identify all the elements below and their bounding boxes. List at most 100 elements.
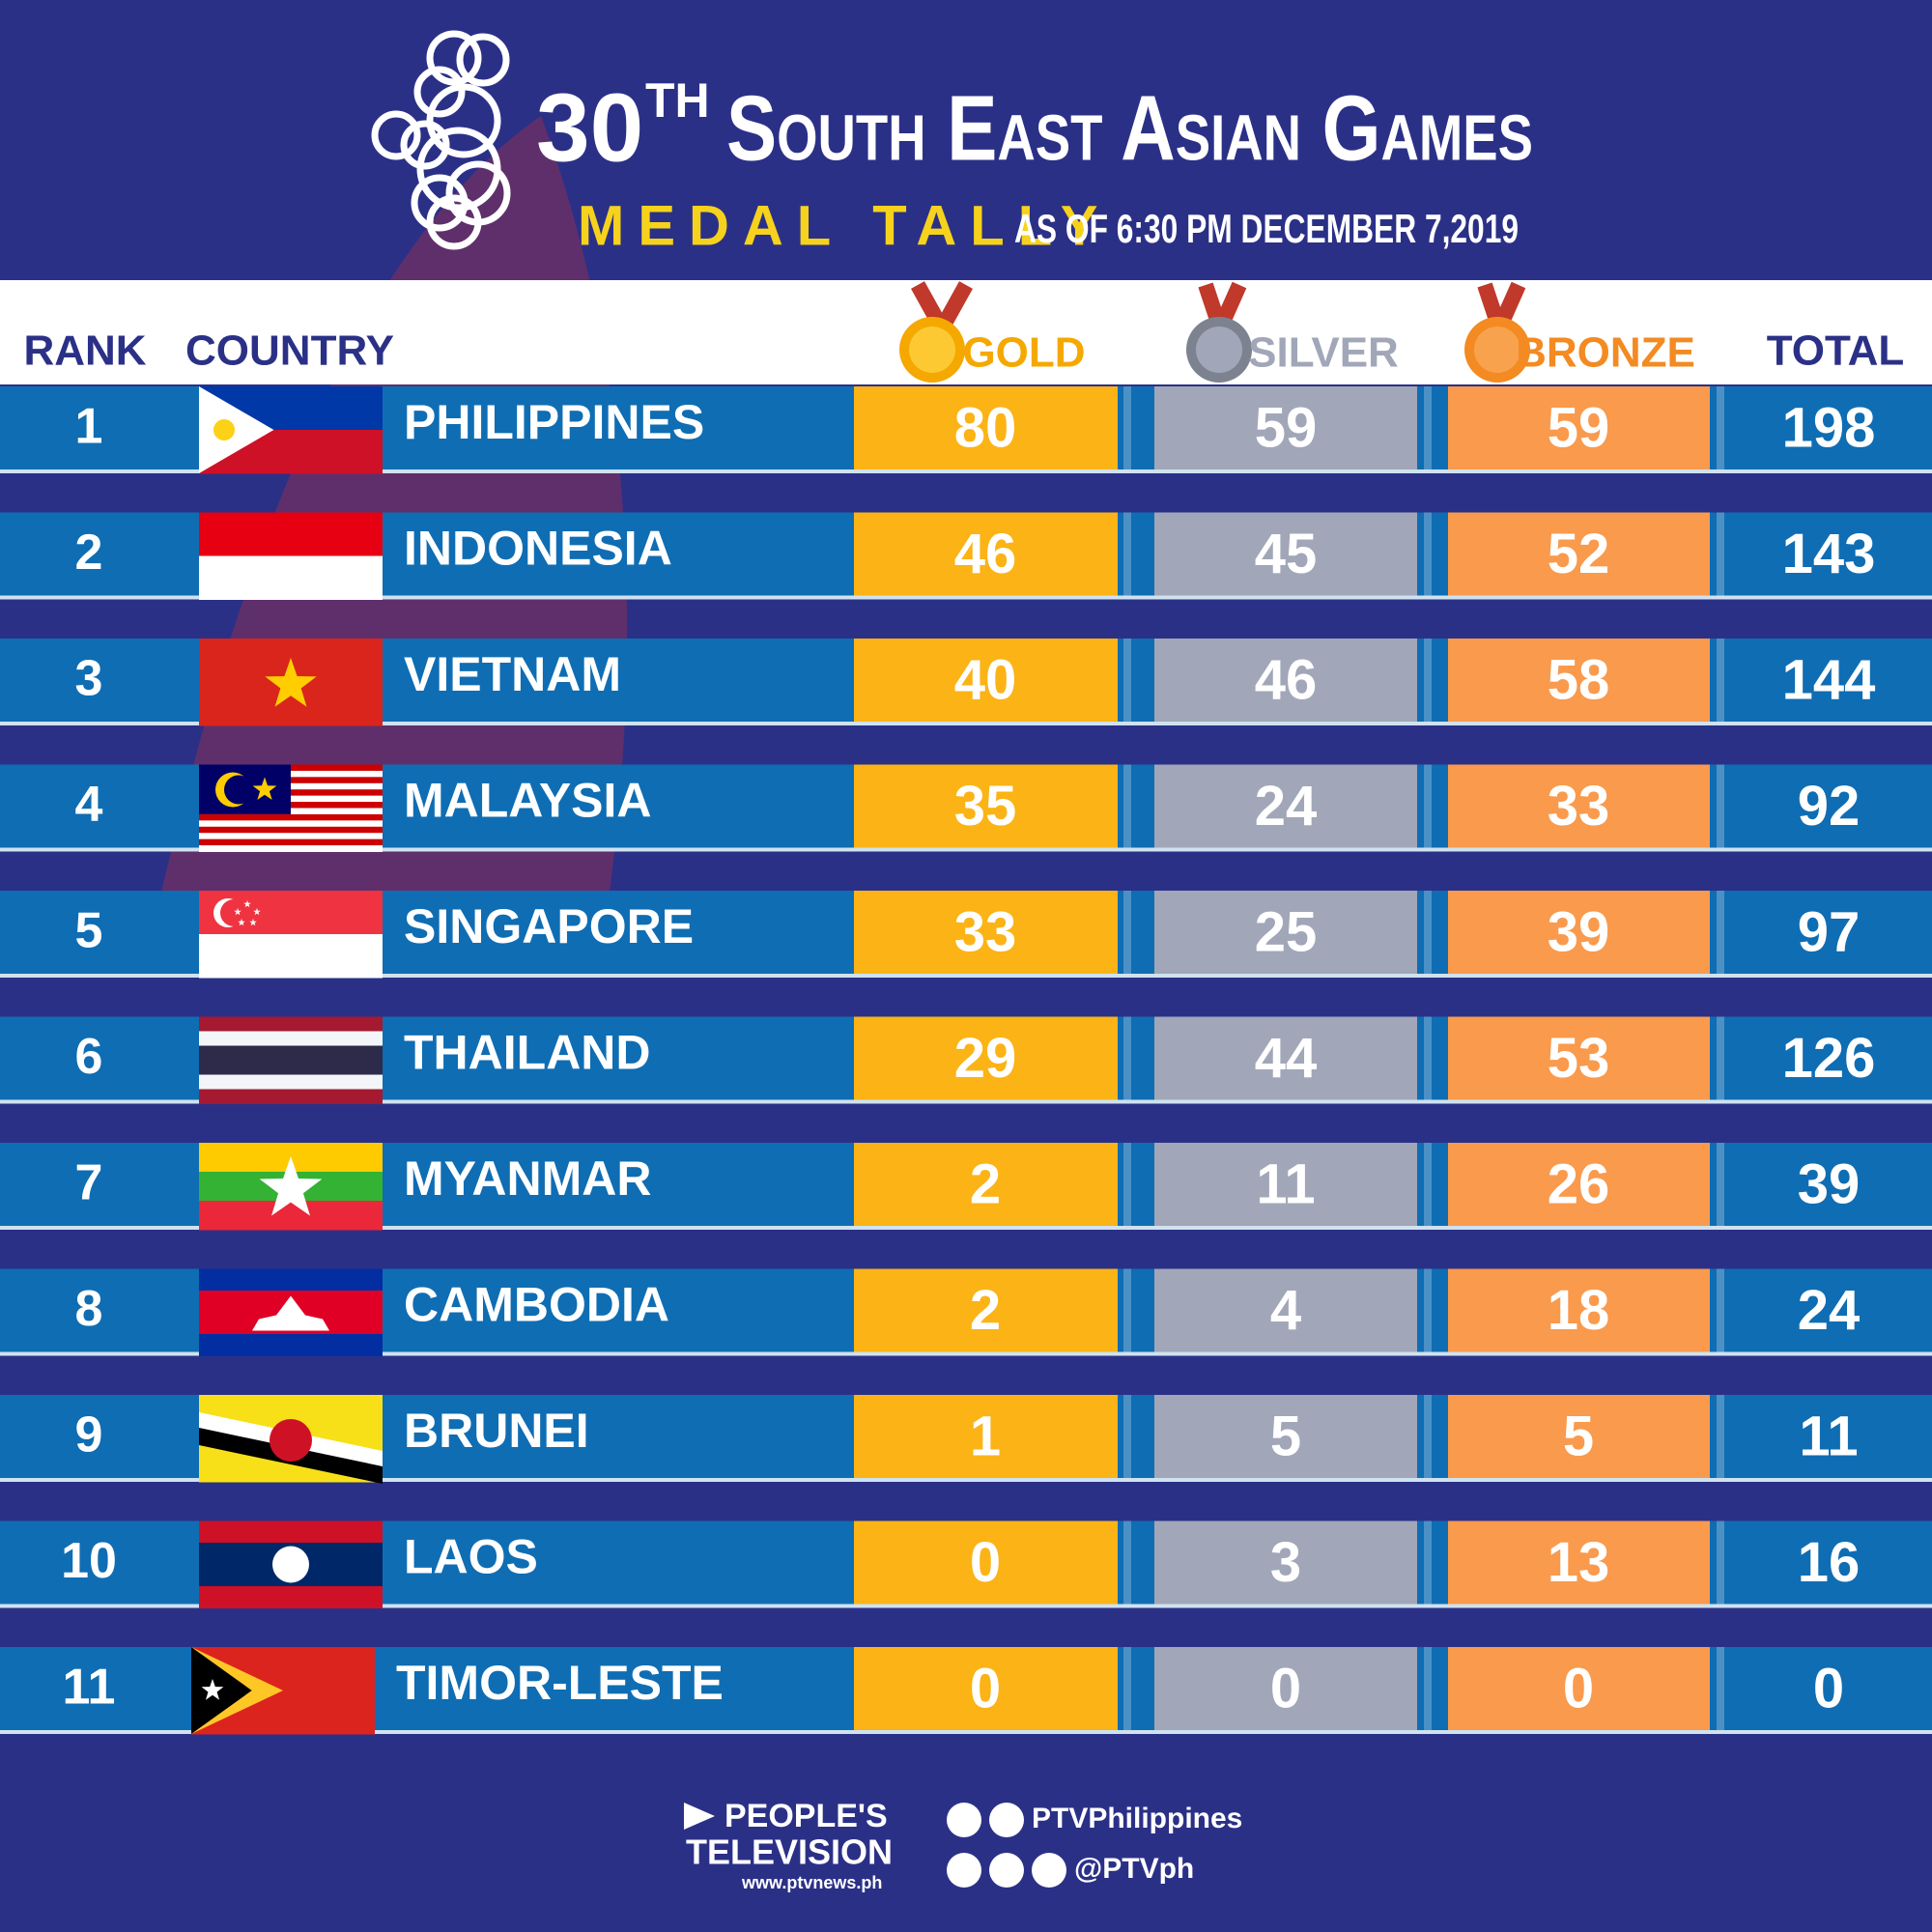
table-row: 9 BRUNEI 1 5 5 11 xyxy=(0,1395,1932,1484)
medal-count: 16 xyxy=(1798,1531,1861,1594)
flag-part xyxy=(272,1546,309,1583)
medal-count: 25 xyxy=(1255,900,1318,963)
medal-count: 39 xyxy=(1548,900,1610,963)
flag-part xyxy=(199,1089,383,1104)
medal-cell xyxy=(854,891,1118,974)
cell-divider xyxy=(1123,891,1131,974)
flag-part xyxy=(220,899,247,926)
rank: 2 xyxy=(75,525,103,581)
medal-count: 46 xyxy=(1255,648,1318,711)
cell-divider xyxy=(1424,1143,1432,1226)
flag-part xyxy=(259,1156,323,1216)
medal-cell xyxy=(854,1268,1118,1352)
column-header: COUNTRY xyxy=(185,327,394,375)
table-row: 10 LAOS 0 3 13 16 xyxy=(0,1520,1932,1608)
flag-part xyxy=(199,555,383,600)
medal-cell xyxy=(854,1395,1118,1478)
cell-divider xyxy=(1123,1143,1131,1226)
title-suffix: TH xyxy=(645,73,710,128)
medal-cell xyxy=(1448,764,1710,848)
table-row: 4 MALAYSIA 35 24 33 92 xyxy=(0,764,1932,852)
medal-count: 39 xyxy=(1798,1152,1861,1215)
cell-divider xyxy=(1424,1268,1432,1352)
flag-part xyxy=(249,919,257,926)
cell-divider xyxy=(1424,639,1432,722)
country-name: VIETNAM xyxy=(404,647,621,701)
flag-part xyxy=(191,1647,252,1734)
medal-count: 144 xyxy=(1782,648,1876,711)
subtitle: MEDAL TALLY xyxy=(578,194,1112,257)
cell-divider xyxy=(1424,512,1432,596)
flag-part xyxy=(234,908,242,916)
rank: 1 xyxy=(75,399,103,455)
medal-cell xyxy=(1448,512,1710,596)
table-row: 6 THAILAND 29 44 53 126 xyxy=(0,1016,1932,1104)
medal-cell xyxy=(1154,1268,1417,1352)
medal-count: 97 xyxy=(1798,900,1861,963)
column-header: BRONZE xyxy=(1516,329,1695,377)
medal-cell xyxy=(1448,1520,1710,1605)
row-edge xyxy=(0,1099,1932,1104)
flag-part xyxy=(199,1045,383,1061)
flag-part xyxy=(199,1031,383,1046)
cell-divider xyxy=(1123,639,1131,722)
medal-count: 18 xyxy=(1548,1279,1610,1342)
medal-count: 143 xyxy=(1782,523,1876,585)
flag-part xyxy=(199,1520,383,1544)
row-edge xyxy=(0,1478,1932,1482)
column-header: TOTAL xyxy=(1767,327,1905,375)
medal-cell xyxy=(854,639,1118,722)
medal-cell xyxy=(1154,891,1417,974)
flag-part xyxy=(252,1295,329,1331)
brand-line1: PEOPLE'S xyxy=(724,1798,888,1834)
country-name: LAOS xyxy=(404,1530,538,1584)
row-edge xyxy=(0,595,1932,600)
cell-divider xyxy=(1424,1395,1432,1478)
cell-divider xyxy=(1717,1647,1724,1730)
flag-part xyxy=(243,900,251,908)
column-header: GOLD xyxy=(962,329,1085,377)
cell-divider xyxy=(1717,386,1724,469)
cell-divider xyxy=(1717,512,1724,596)
cell-divider xyxy=(1424,764,1432,848)
medal-cell xyxy=(1154,386,1417,469)
cell-divider xyxy=(1123,512,1131,596)
medal-count: 126 xyxy=(1782,1027,1876,1090)
flag-part xyxy=(224,775,253,805)
medal-count: 3 xyxy=(1270,1531,1301,1594)
medal-cell xyxy=(1448,1268,1710,1352)
flag-part xyxy=(199,826,383,834)
title: South East Asian Games xyxy=(726,76,1533,180)
flag xyxy=(199,512,383,600)
flag xyxy=(199,1016,383,1104)
medal-cell xyxy=(1448,1647,1710,1730)
flag-part xyxy=(199,1268,383,1292)
flag-part xyxy=(253,908,261,916)
rank: 5 xyxy=(75,903,103,959)
medal-count: 52 xyxy=(1548,523,1610,585)
medal-count: 33 xyxy=(1548,775,1610,838)
flag-part xyxy=(199,1060,383,1075)
cell-divider xyxy=(1717,639,1724,722)
medal-count: 0 xyxy=(1563,1657,1594,1719)
rank: 11 xyxy=(63,1660,116,1716)
country-name: CAMBODIA xyxy=(404,1278,669,1332)
rank: 6 xyxy=(75,1029,103,1085)
medal-cell xyxy=(1448,1395,1710,1478)
medal-cell xyxy=(854,1016,1118,1100)
flag-part xyxy=(238,919,245,926)
cell-divider xyxy=(1717,764,1724,848)
cell-divider xyxy=(1424,386,1432,469)
medal-count: 44 xyxy=(1255,1027,1318,1090)
medal-count: 58 xyxy=(1548,648,1610,711)
medal-cell xyxy=(1154,512,1417,596)
flag-part xyxy=(199,1201,383,1231)
medal-count: 13 xyxy=(1548,1531,1610,1594)
flag xyxy=(199,1143,383,1231)
medal-count: 59 xyxy=(1255,396,1318,459)
country-name: BRUNEI xyxy=(404,1404,589,1458)
medal-count: 2 xyxy=(970,1279,1001,1342)
cell-divider xyxy=(1424,1016,1432,1100)
